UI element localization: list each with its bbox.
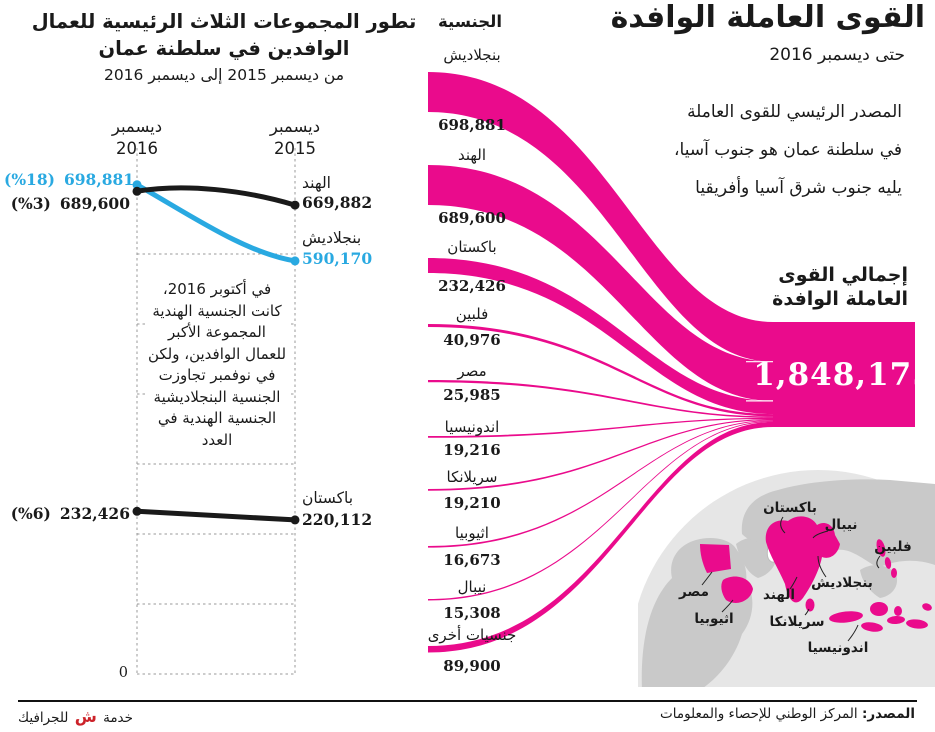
sankey-node-label-3: فلبين [455,305,489,323]
sankey-node-label-0: بنجلاديش [443,46,501,64]
sankey-node-value-6: 19,210 [443,494,501,512]
sankey-flow-5 [428,417,773,438]
sankey-node-label-1: الهند [457,146,487,164]
nationality-column-header: الجنسية [437,12,502,31]
source-text: المركز الوطني للإحصاء والمعلومات [660,706,858,722]
sankey-flow-0 [428,72,773,362]
axis-dec2015-month: ديسمبر [269,117,321,136]
sankey-node-label-8: نيبال [457,578,487,596]
map-label-1: نيبال [824,517,858,533]
intro-paragraph: المصدر الرئيسي للقوى العاملة في سلطنة عم… [674,102,902,198]
line-series-0 [134,182,298,264]
map-label-0: باكستان [763,500,817,516]
map-label-4: بنجلاديش [811,575,873,591]
series-0-2015-value: 590,170 [302,249,373,268]
series-1-2016-row: (%3) 689,600 [4,194,130,213]
series-2-2015-value: 220,112 [302,510,373,529]
line-chart-subtitle: من ديسمبر 2015 إلى ديسمبر 2016 [103,66,345,84]
sankey-node-label-5: اندونيسيا [444,418,500,436]
total-label-line1: إجمالي القوى [778,264,908,286]
series-2-2016-value: 232,426 [59,504,130,523]
axis-dec2016-month: ديسمبر [111,117,163,136]
axis-dec2016-year: 2016 [116,139,158,158]
series-1-2016-value: 689,600 [59,194,130,213]
total-label: إجمالي القوى العاملة الوافدة [772,263,908,311]
sankey-flow-2 [428,258,773,415]
series-0-pct: (%18) [4,170,55,189]
axis-label-dec2016: ديسمبر 2016 [89,116,185,160]
zero-baseline-label: 0 [118,665,128,681]
sankey-node-label-9: جنسيات أخرى [427,626,517,644]
line-chart-title: تطور المجموعات الثلاث الرئيسية للعمال ال… [31,10,417,60]
sankey-node-label-4: مصر [457,362,487,380]
sankey-node-value-1: 689,600 [438,209,506,227]
map-label-8: اندونيسيا [807,640,869,656]
sankey-node-label-7: اثيوبيا [455,524,489,542]
series-0-2016-row: (%18) 698,881 [4,170,134,189]
total-label-line2: العاملة الوافدة [772,288,908,310]
series-2-name: باكستان [302,489,354,507]
series-2-pct: (%6) [10,504,51,523]
sankey-node-value-2: 232,426 [438,277,506,295]
sankey-node-label-6: سريلانكا [446,468,498,486]
sankey-node-value-0: 698,881 [438,116,506,134]
sankey-node-value-5: 19,216 [443,441,501,459]
sankey-node-value-4: 25,985 [443,386,501,404]
sankey-node-value-8: 15,308 [443,604,501,622]
total-value: 1,848,175 [753,356,935,393]
series-1-name: الهند [302,174,331,192]
map-label-7: سريلانكا [769,614,825,630]
map-label-3: مصر [678,584,710,600]
source-label: المصدر: [861,706,915,722]
footer-source: المصدر: المركز الوطني للإحصاء والمعلومات [660,706,915,722]
map-label-5: الهند [763,587,795,603]
line-series-1 [134,185,298,208]
axis-dec2015-year: 2015 [274,139,316,158]
map-label-2: فلبين [874,539,912,555]
sankey-node-value-3: 40,976 [443,331,501,349]
sharek-logo-icon: ش [74,707,97,726]
sankey-node-value-7: 16,673 [443,551,501,569]
series-0-2016-value: 698,881 [63,170,135,189]
series-1-2015-value: 669,882 [302,193,373,212]
map-label-6: اثيوبيا [694,611,734,627]
credit-prefix: خدمة [103,710,133,726]
sankey-flow-1 [428,165,773,401]
chart-annotation: في أكتوبر 2016، كانت الجنسية الهندية الم… [146,277,288,453]
credit-suffix: للجرافيك [18,710,69,726]
axis-label-dec2015: ديسمبر 2015 [247,116,343,160]
sankey-node-value-9: 89,900 [443,657,501,675]
total-block [773,322,915,427]
footer-credit: خدمة ش للجرافيك [18,707,133,726]
series-1-pct: (%3) [10,194,51,213]
series-0-name: بنجلاديش [302,229,362,247]
footer-rule [18,700,917,702]
page-title: القوى العاملة الوافدة [610,0,925,35]
series-2-2016-row: (%6) 232,426 [4,504,130,523]
sankey-node-label-2: باكستان [447,238,497,256]
line-series-2 [134,508,298,523]
page-subtitle: حتى ديسمبر 2016 [769,45,905,65]
